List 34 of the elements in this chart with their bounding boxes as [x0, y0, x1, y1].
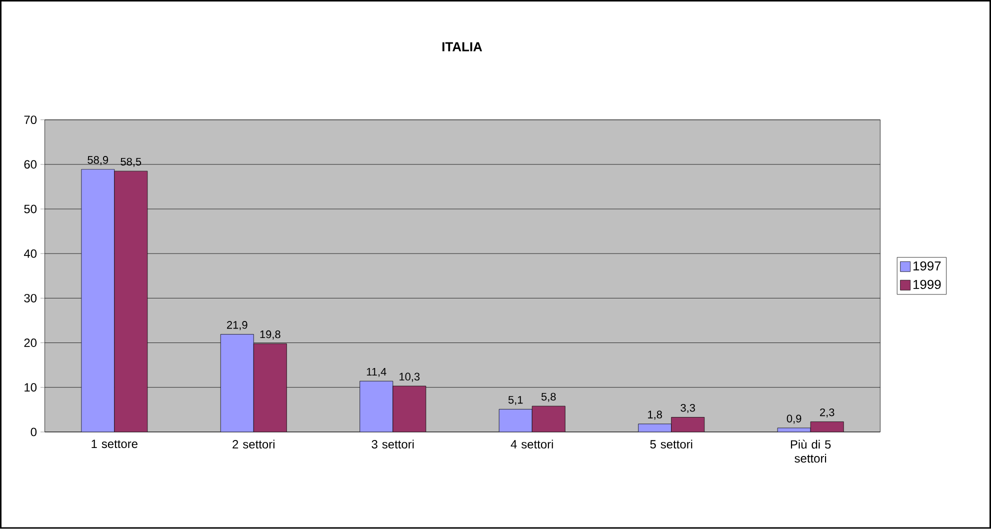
data-label: 21,9 — [227, 321, 248, 330]
bar — [114, 171, 148, 432]
y-tick-label: 70 — [24, 116, 37, 124]
bar — [810, 422, 844, 432]
legend-label: 1997 — [913, 261, 941, 271]
y-tick-label: 30 — [24, 294, 37, 303]
y-tick-label: 20 — [24, 338, 37, 348]
x-tick-label: 2 settori — [232, 440, 274, 449]
bar — [392, 386, 426, 432]
x-tick-label: 1 settore — [92, 440, 138, 448]
chart-title: ITALIA — [442, 42, 482, 52]
data-label: 2,3 — [820, 408, 834, 418]
y-tick-label: 10 — [24, 383, 37, 392]
data-label: 10,3 — [400, 372, 420, 382]
data-label: 0,9 — [786, 414, 802, 424]
x-tick-label: Più di 5 settori — [790, 440, 831, 463]
data-label: 11,4 — [366, 368, 386, 378]
x-tick-label: 3 settori — [372, 440, 414, 449]
data-label: 5,1 — [508, 396, 523, 406]
x-tick-label: 5 settori — [650, 440, 692, 449]
data-label: 19,8 — [260, 330, 280, 340]
data-label: 3,3 — [680, 404, 695, 414]
y-tick-label: 50 — [24, 204, 37, 214]
y-tick-label: 40 — [24, 249, 37, 258]
y-tick-label: 60 — [24, 160, 37, 169]
data-label: 58,9 — [88, 156, 108, 166]
legend-label: 1999 — [913, 280, 941, 290]
data-label: 5,8 — [541, 392, 556, 402]
bar — [532, 406, 566, 432]
x-tick-label: 4 settori — [510, 440, 553, 449]
data-label: 1,8 — [648, 410, 662, 420]
bar — [253, 344, 287, 432]
y-tick-label: 0 — [30, 428, 37, 436]
bar — [671, 417, 705, 432]
